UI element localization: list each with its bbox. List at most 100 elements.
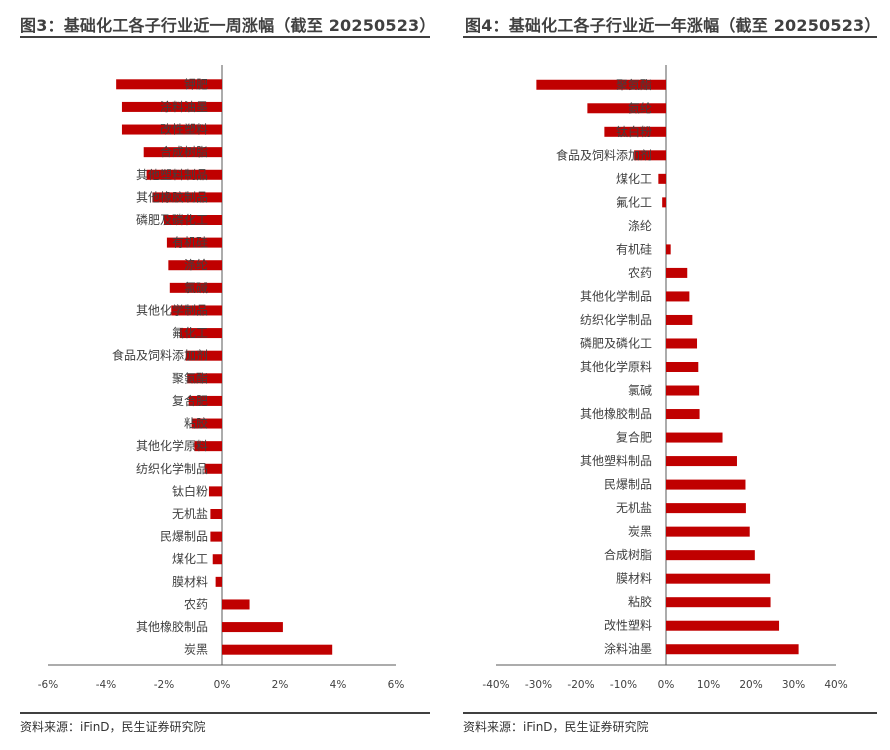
bar-chart-weekly: 钾肥涂料油墨改性塑料合成树脂其他塑料制品其他橡胶制品磷肥及磷化工有机硅涤纶氯碱其… [38, 65, 405, 691]
category-label: 其他塑料制品 [580, 453, 652, 468]
bar [210, 509, 222, 519]
category-label: 农药 [628, 266, 652, 280]
category-label: 涤纶 [628, 219, 652, 233]
bar [191, 418, 222, 429]
bar [208, 486, 222, 497]
category-label: 其他化学原料 [136, 438, 208, 453]
x-tick-label: 20% [739, 679, 762, 691]
category-label: 有机硅 [616, 242, 652, 256]
category-label: 其他橡胶制品 [136, 619, 208, 634]
chart-title-weekly: 图3：基础化工各子行业近一周涨幅（截至 20250523） [20, 16, 436, 35]
x-tick-label: 30% [782, 679, 805, 691]
category-label: 氯碱 [628, 384, 652, 398]
bar [666, 550, 755, 561]
bar [146, 169, 222, 180]
category-label: 磷肥及磷化工 [580, 335, 652, 350]
source-note: 资料来源：iFinD，民生证券研究院 [20, 720, 206, 734]
category-label: 氟化工 [172, 326, 208, 340]
bar [188, 395, 222, 406]
category-label: 粘胶 [628, 594, 652, 609]
category-label: 膜材料 [172, 575, 208, 589]
category-label: 农药 [184, 597, 208, 611]
category-label: 氨纶 [628, 101, 652, 115]
bar-chart-yearly: 聚氨酯氨纶钛白粉食品及饲料添加剂煤化工氟化工涤纶有机硅农药其他化学制品纺织化学制… [482, 65, 848, 691]
category-label: 复合肥 [616, 430, 652, 445]
bar [666, 362, 699, 372]
bar [121, 124, 222, 135]
x-tick-label: -20% [567, 679, 594, 691]
bar [215, 576, 222, 587]
chart-title-yearly: 图4：基础化工各子行业近一年涨幅（截至 20250523） [465, 16, 881, 35]
bar [666, 385, 700, 396]
bar [666, 526, 750, 537]
category-label: 煤化工 [172, 552, 208, 566]
bar [666, 338, 698, 349]
bar [116, 79, 222, 90]
category-label: 涂料油墨 [160, 99, 208, 114]
bar [634, 150, 666, 161]
bar [143, 147, 222, 158]
bar [666, 409, 700, 420]
x-tick-label: 40% [824, 679, 847, 691]
category-label: 有机硅 [172, 236, 208, 250]
category-label: 民爆制品 [604, 478, 652, 492]
category-label: 其他化学原料 [580, 359, 652, 374]
category-label: 聚氨酯 [616, 78, 652, 92]
x-tick-label: -4% [96, 679, 116, 691]
category-label: 膜材料 [616, 572, 652, 586]
category-label: 炭黑 [628, 525, 652, 539]
category-label: 民爆制品 [160, 530, 208, 544]
bar [222, 622, 283, 633]
x-tick-label: 6% [388, 679, 405, 691]
category-label: 氟化工 [616, 195, 652, 209]
category-label: 钛白粉 [616, 124, 652, 139]
category-label: 其他塑料制品 [136, 167, 208, 182]
bar [666, 620, 780, 631]
bar [604, 126, 666, 137]
category-label: 涤纶 [184, 258, 208, 272]
bar [587, 103, 666, 114]
category-label: 合成树脂 [160, 144, 208, 159]
bar [666, 291, 690, 302]
category-label: 无机盐 [616, 501, 652, 515]
category-label: 氯碱 [184, 281, 208, 295]
category-label: 聚氨酯 [172, 371, 208, 385]
bar [666, 597, 771, 608]
category-label: 纺织化学制品 [136, 461, 208, 476]
bar [164, 215, 222, 225]
bar [121, 101, 222, 112]
category-label: 炭黑 [184, 643, 208, 657]
bar [666, 432, 723, 443]
bar [666, 479, 746, 490]
bar [166, 237, 222, 248]
bar [666, 456, 737, 467]
x-tick-label: 10% [697, 679, 720, 691]
bar [662, 197, 666, 208]
bar [666, 644, 799, 655]
category-label: 无机盐 [172, 507, 208, 521]
x-tick-label: 2% [272, 679, 289, 691]
category-label: 其他橡胶制品 [136, 189, 208, 204]
category-label: 粘胶 [184, 416, 208, 431]
bar [666, 314, 693, 325]
bar [204, 463, 222, 474]
x-tick-label: -6% [38, 679, 58, 691]
bar [658, 173, 666, 184]
x-tick-label: 0% [214, 679, 231, 691]
x-tick-label: -2% [154, 679, 174, 691]
bar [210, 531, 222, 542]
bar [222, 644, 333, 655]
x-tick-label: 4% [330, 679, 347, 691]
footer-divider [20, 712, 430, 714]
title-divider [20, 36, 430, 38]
category-label: 纺织化学制品 [580, 312, 652, 327]
bar [185, 350, 222, 361]
x-tick-label: -10% [610, 679, 637, 691]
category-label: 钾肥 [184, 77, 208, 91]
category-label: 复合肥 [172, 393, 208, 408]
bar [152, 192, 222, 203]
bar [168, 260, 222, 271]
x-tick-label: 0% [658, 679, 675, 691]
source-note: 资料来源：iFinD，民生证券研究院 [463, 720, 649, 734]
category-label: 合成树脂 [604, 547, 652, 562]
